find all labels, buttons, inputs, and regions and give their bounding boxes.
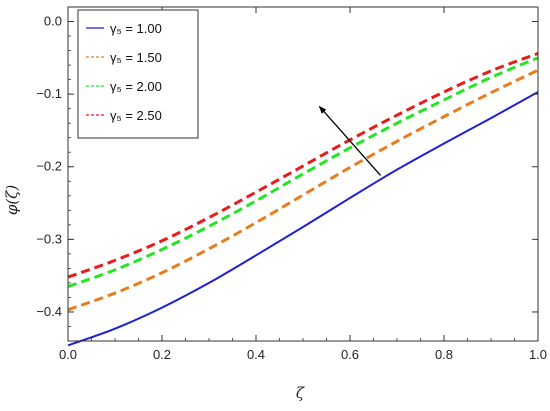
x-tick-label: 0.4 [247, 347, 265, 362]
legend-label-1: γ₅ = 1.00 [110, 21, 162, 36]
series-line-1 [67, 91, 539, 347]
series-line-3 [67, 56, 539, 288]
x-tick-label: 0.8 [435, 347, 453, 362]
y-axis-label: φ(ζ) [3, 185, 21, 215]
trend-arrow [318, 105, 382, 176]
legend-box [77, 9, 199, 139]
series-line-4 [67, 52, 539, 279]
y-tick-label: −0.3 [36, 231, 62, 246]
x-tick-label: 0.2 [153, 347, 171, 362]
plot-area [67, 52, 539, 347]
x-tick-label: 0.0 [59, 347, 77, 362]
y-tick-label: −0.4 [36, 304, 62, 319]
x-tick-label: 0.6 [341, 347, 359, 362]
series-line-2 [67, 68, 539, 312]
legend-label-3: γ₅ = 2.00 [110, 79, 162, 94]
y-tick-label: −0.1 [36, 86, 62, 101]
x-axis-label: ζ [296, 384, 305, 402]
x-tick-label: 1.0 [529, 347, 547, 362]
legend: γ₅ = 1.00 γ₅ = 1.50 γ₅ = 2.00 γ₅ = 2.50 [77, 9, 199, 139]
y-tick-label: 0.0 [44, 14, 62, 29]
legend-label-2: γ₅ = 1.50 [110, 50, 162, 65]
y-tick-label: −0.2 [36, 159, 62, 174]
legend-label-4: γ₅ = 2.50 [110, 108, 162, 123]
axes: 0.0 0.2 0.4 0.6 0.8 1.0 0.0 −0.1 −0.2 −0.3 −0.4 [36, 6, 547, 362]
